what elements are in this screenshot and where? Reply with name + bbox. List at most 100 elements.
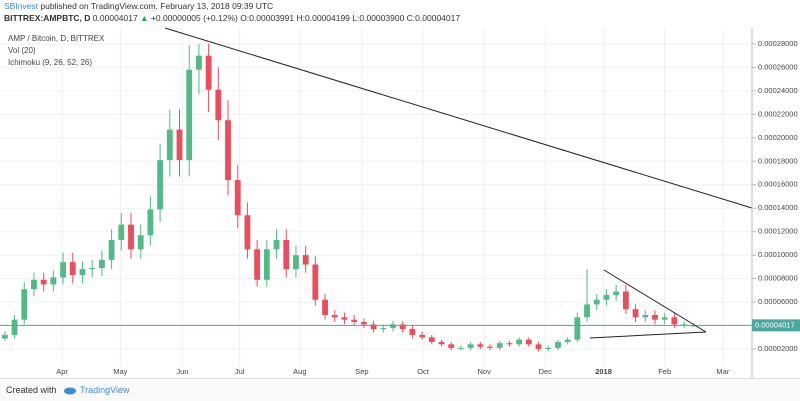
candle-body xyxy=(457,347,464,349)
candle-body xyxy=(60,262,66,278)
published: published on TradingView.com, February 1… xyxy=(40,1,274,11)
candle-body xyxy=(341,317,348,320)
brand: TradingView xyxy=(80,385,130,395)
candle-body xyxy=(448,344,455,348)
candle-body xyxy=(137,235,144,250)
candle-body xyxy=(225,120,231,181)
last-price-label: 0.00004017 xyxy=(755,320,795,329)
symbol-line: BITTREX:AMPBTC, D 0.00004017 ▲ +0.000000… xyxy=(4,13,460,23)
x-tick-label: May xyxy=(113,367,127,376)
trend-line xyxy=(603,269,707,333)
candle-body xyxy=(622,291,629,310)
x-tick-label: Nov xyxy=(478,367,492,376)
candle-body xyxy=(98,259,105,269)
last-price-box xyxy=(752,319,800,332)
candle-body xyxy=(574,317,581,340)
candle-body xyxy=(661,317,668,320)
close: C:0.00004017 xyxy=(406,13,461,23)
candle-body xyxy=(632,309,639,318)
candle-body xyxy=(40,279,47,285)
candle-body xyxy=(205,55,212,90)
candle-body xyxy=(487,346,493,348)
candle-body xyxy=(11,319,18,335)
y-tick-label: 0.00024000 xyxy=(758,86,798,95)
candle-body xyxy=(351,319,358,323)
y-tick-label: 0.00014000 xyxy=(758,203,798,212)
candle-body xyxy=(545,347,552,350)
candles xyxy=(0,43,752,352)
candle-body xyxy=(477,344,484,347)
candle-body xyxy=(234,180,241,216)
candle-body xyxy=(428,337,435,342)
change: +0.00000005 (+0.12%) xyxy=(150,13,238,23)
candle-body xyxy=(399,324,406,330)
candle-body xyxy=(409,329,416,335)
candle-body xyxy=(1,334,8,339)
candle-body xyxy=(438,341,445,345)
y-tick-label: 0.00020000 xyxy=(758,133,798,142)
candle-body xyxy=(50,277,57,285)
candle-body xyxy=(176,129,183,161)
candle-body xyxy=(186,69,193,161)
x-tick-label: Mar xyxy=(716,367,729,376)
x-tick-label: 2018 xyxy=(595,367,612,376)
candle-body xyxy=(196,55,202,70)
x-tick-label: Oct xyxy=(417,367,430,376)
legend-item: Vol (20) xyxy=(8,46,36,55)
candle-body xyxy=(370,324,377,330)
open: O:0.00003991 xyxy=(240,13,295,23)
footer: Created with TradingView xyxy=(0,378,800,401)
x-tick-label: Dec xyxy=(539,367,553,376)
candle-body xyxy=(516,339,523,345)
candle-body xyxy=(380,327,387,330)
publisher: SBInvest xyxy=(4,1,39,11)
candle-body xyxy=(496,343,503,348)
candle-body xyxy=(467,344,474,348)
candle-body xyxy=(21,289,28,320)
candle-body xyxy=(215,89,222,121)
candle-body xyxy=(593,299,600,305)
candle-body xyxy=(69,262,76,276)
candle-body xyxy=(283,239,290,270)
candle-body xyxy=(671,317,678,325)
candle-body xyxy=(525,339,532,345)
candle-body xyxy=(652,314,658,320)
x-tick-label: Sep xyxy=(355,367,368,376)
candle-body xyxy=(331,314,338,318)
y-tick-label: 0.00006000 xyxy=(758,297,798,306)
axes: 0.000020000.000040000.000060000.00008000… xyxy=(56,39,800,376)
candle-body xyxy=(322,299,328,315)
candle-body xyxy=(642,314,649,318)
x-tick-label: Feb xyxy=(658,367,671,376)
chart: 0.000020000.000040000.000060000.00008000… xyxy=(0,27,800,378)
high: H:0.00004199 xyxy=(296,13,350,23)
candle-body xyxy=(584,304,590,318)
candle-body xyxy=(273,239,280,250)
candle-body xyxy=(128,224,134,250)
candle-body xyxy=(555,341,561,348)
candle-body xyxy=(147,209,154,236)
candle-body xyxy=(108,239,115,260)
trend-line xyxy=(164,27,753,209)
candle-body xyxy=(166,129,173,161)
trend-line xyxy=(589,331,707,339)
y-tick-label: 0.00016000 xyxy=(758,180,798,189)
y-tick-label: 0.00008000 xyxy=(758,274,798,283)
candle-body xyxy=(312,264,319,300)
candle-body xyxy=(79,269,86,276)
candle-body xyxy=(302,255,309,265)
candle-body xyxy=(603,295,610,300)
candle-body xyxy=(613,291,620,296)
grid xyxy=(0,28,752,366)
x-tick-label: Aug xyxy=(293,367,306,376)
low: L:0.00003900 xyxy=(352,13,405,23)
publish-line: SBInvest published on TradingView.com, F… xyxy=(4,1,273,11)
candle-body xyxy=(263,249,270,280)
candle-body xyxy=(157,160,164,210)
candle-body xyxy=(254,249,261,280)
created-with: Created with xyxy=(6,385,57,395)
candle-body xyxy=(244,215,251,250)
candle-body xyxy=(293,255,299,270)
x-tick-label: Apr xyxy=(56,367,68,376)
legend-item: Ichimoku (9, 26, 52, 26) xyxy=(8,58,93,67)
